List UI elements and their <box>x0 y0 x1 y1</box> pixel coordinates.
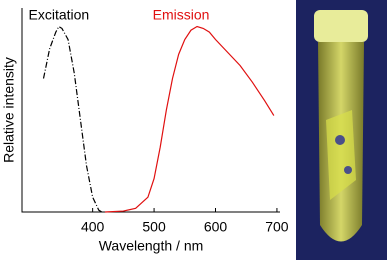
photo <box>296 0 387 260</box>
series-label: Excitation <box>29 7 90 23</box>
y-axis-label: Relative intensity <box>1 57 17 163</box>
x-axis-label: Wavelength / nm <box>99 238 204 254</box>
series-line <box>104 25 275 213</box>
axes <box>21 8 280 213</box>
x-tick-label: 500 <box>142 219 166 235</box>
x-tick-label: 400 <box>81 219 105 235</box>
series-label: Emission <box>153 7 210 23</box>
x-tick-label: 700 <box>265 219 289 235</box>
x-tick-label: 600 <box>204 219 228 235</box>
series-line <box>42 25 103 213</box>
